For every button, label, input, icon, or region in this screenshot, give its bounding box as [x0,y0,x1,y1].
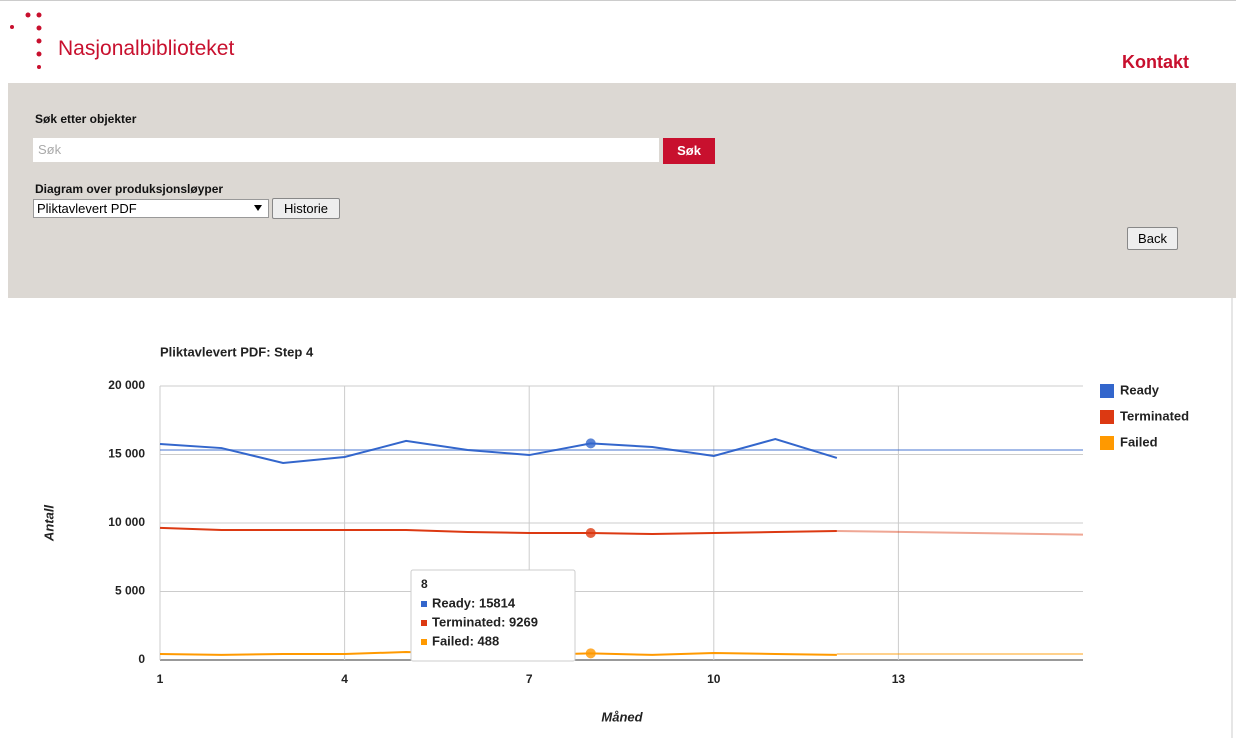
legend-label: Failed [1120,434,1158,449]
history-button[interactable]: Historie [272,198,340,219]
y-tick-label: 20 000 [108,378,145,392]
tooltip: 8 Ready: 15814 Terminated: 9269 Failed: 488 [410,569,576,662]
search-label: Søk etter objekter [35,112,137,126]
select-arrow [254,205,262,211]
x-tick-label: 4 [341,672,348,686]
legend-swatch [1100,436,1114,450]
y-axis-label: Antall [41,505,56,543]
header: Nasjonalbiblioteket Kontakt [0,0,1236,83]
series-line [159,526,837,535]
x-tick-label: 1 [157,672,164,686]
highlight-point [585,648,596,659]
y-tick-label: 10 000 [108,515,145,529]
tooltip-item: Failed: 488 [432,633,499,648]
contact-link[interactable]: Kontakt [1122,52,1189,72]
diagram-label: Diagram over produksjonsløyper [35,182,224,196]
search-button[interactable]: Søk [663,138,715,164]
trend-line [836,529,1084,536]
x-tick-label: 10 [707,672,721,686]
diagram-select[interactable]: Pliktavlevert PDF [33,199,269,218]
selected-option: Pliktavlevert PDF [37,201,137,216]
back-button[interactable]: Back [1127,227,1178,250]
highlight-point [585,438,596,449]
logo-text[interactable]: Nasjonalbiblioteket [58,37,235,60]
chart: Pliktavlevert PDF: Step 4 Måned Antall 0… [41,298,1233,738]
tooltip-swatch [421,601,427,607]
legend-label: Ready [1120,382,1160,397]
x-tick-label: 7 [526,672,533,686]
logo-mark [10,12,42,69]
tooltip-box [410,569,576,662]
highlight-point [585,528,596,539]
legend-swatch [1100,384,1114,398]
y-tick-label: 15 000 [108,447,145,461]
tooltip-swatch [421,639,427,645]
tooltip-item: Terminated: 9269 [432,614,538,629]
series-line [159,437,838,465]
legend-label: Terminated [1120,408,1189,423]
search-input[interactable]: Søk [33,138,659,162]
y-tick-label: 5 000 [115,584,145,598]
x-tick-label: 13 [892,672,906,686]
tooltip-item: Ready: 15814 [432,595,516,610]
tooltip-swatch [421,620,427,626]
x-axis-label: Måned [601,709,643,724]
search-panel [8,83,1236,298]
tooltip-title: 8 [421,577,428,591]
legend-swatch [1100,410,1114,424]
y-tick-label: 0 [138,652,145,666]
chart-title: Pliktavlevert PDF: Step 4 [160,344,314,359]
